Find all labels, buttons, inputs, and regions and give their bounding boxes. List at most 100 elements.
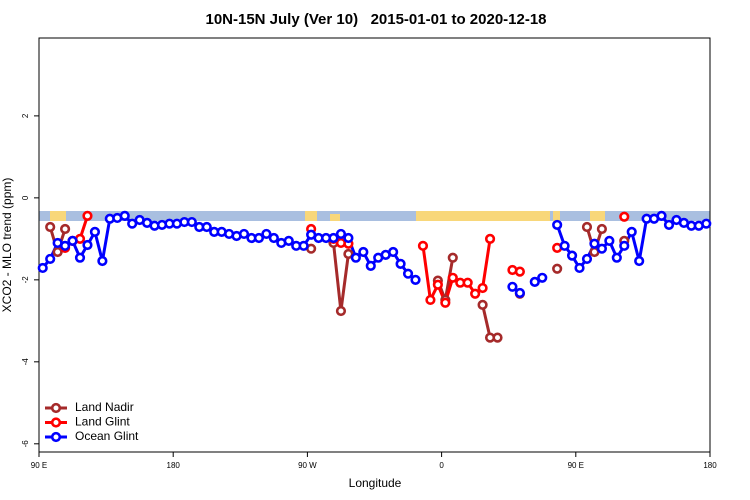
data-point	[358, 246, 369, 258]
data-point	[238, 228, 250, 240]
data-point	[447, 272, 458, 283]
data-point	[388, 246, 399, 258]
data-point	[253, 232, 265, 244]
data-point	[298, 240, 309, 251]
data-point	[559, 240, 570, 251]
data-point	[447, 252, 458, 263]
data-point	[634, 255, 645, 267]
data-point	[59, 240, 71, 251]
data-point	[410, 274, 421, 285]
data-point	[529, 276, 540, 287]
data-point	[402, 268, 414, 279]
land-patch	[590, 211, 605, 221]
y-tick-label: -2	[21, 276, 30, 284]
data-point	[574, 262, 585, 274]
data-point	[127, 218, 138, 229]
x-tick-label: 90 W	[298, 461, 317, 470]
data-point	[477, 299, 488, 310]
data-point	[335, 305, 347, 317]
data-point	[619, 240, 630, 251]
data-point	[365, 260, 376, 272]
legend-label: Land Glint	[75, 415, 130, 429]
data-point	[470, 288, 481, 299]
x-tick-label: 90 E	[31, 461, 47, 470]
data-point	[186, 216, 197, 228]
data-point	[507, 281, 518, 292]
data-point	[432, 279, 443, 290]
legend-label: Land Nadir	[75, 400, 134, 414]
data-point	[611, 252, 622, 263]
data-point	[343, 248, 354, 260]
data-point	[440, 297, 451, 308]
legend-marker	[50, 417, 62, 428]
data-point	[37, 262, 48, 274]
data-point	[82, 239, 93, 251]
data-point	[350, 252, 361, 263]
data-point	[701, 218, 712, 229]
data-point	[425, 294, 436, 306]
x-tick-label: 0	[439, 461, 444, 470]
chart-title: 10N-15N July (Ver 10) 2015-01-01 to 2020…	[205, 11, 546, 28]
data-point	[566, 250, 578, 261]
data-point	[417, 240, 429, 251]
land-patch	[50, 211, 66, 221]
y-axis-label: XCO2 - MLO trend (ppm)	[0, 178, 14, 313]
data-point	[484, 233, 496, 244]
y-tick-label: 2	[21, 113, 30, 118]
x-tick-label: 90 E	[568, 461, 584, 470]
data-point	[97, 255, 108, 267]
x-axis-label: Longitude	[349, 476, 402, 490]
data-point	[261, 228, 272, 240]
data-point	[283, 235, 294, 247]
data-point	[52, 246, 63, 258]
data-point	[74, 252, 86, 263]
data-point	[596, 243, 607, 254]
land-patch	[553, 211, 560, 221]
data-point	[343, 232, 354, 244]
data-point	[201, 221, 212, 233]
data-point	[119, 210, 130, 221]
data-point	[477, 282, 488, 294]
legend-label: Ocean Glint	[75, 429, 139, 443]
data-point	[596, 223, 607, 235]
x-tick-label: 180	[167, 461, 181, 470]
series-points	[37, 210, 712, 343]
data-point	[82, 210, 93, 221]
data-point	[45, 221, 56, 233]
legend-marker	[50, 431, 62, 443]
data-point	[626, 226, 637, 237]
data-point	[45, 253, 56, 265]
data-point	[67, 235, 78, 247]
data-point	[89, 226, 101, 237]
y-tick-label: -6	[21, 440, 30, 448]
data-point	[514, 287, 525, 299]
data-point	[514, 266, 525, 277]
data-point	[589, 238, 600, 249]
data-point	[663, 219, 675, 231]
y-tick-label: 0	[21, 195, 30, 200]
data-point	[537, 272, 548, 283]
data-point	[552, 263, 563, 274]
data-point	[656, 210, 667, 221]
data-point	[619, 211, 630, 222]
data-point	[462, 277, 473, 288]
data-point	[492, 332, 503, 343]
land-patch	[330, 214, 340, 221]
data-point	[59, 223, 71, 235]
data-point	[395, 258, 406, 269]
data-point	[335, 228, 347, 240]
y-tick-label: -4	[21, 358, 30, 366]
data-point	[581, 253, 593, 265]
data-point	[268, 232, 279, 244]
data-point	[604, 235, 615, 247]
data-point	[552, 219, 563, 231]
ocean-strip	[39, 211, 710, 221]
x-tick-label: 180	[703, 461, 717, 470]
land-patch	[416, 211, 550, 221]
legend-marker	[50, 402, 62, 414]
map-strip	[39, 211, 710, 221]
series-lines	[41, 216, 707, 338]
land-patch	[305, 211, 317, 221]
